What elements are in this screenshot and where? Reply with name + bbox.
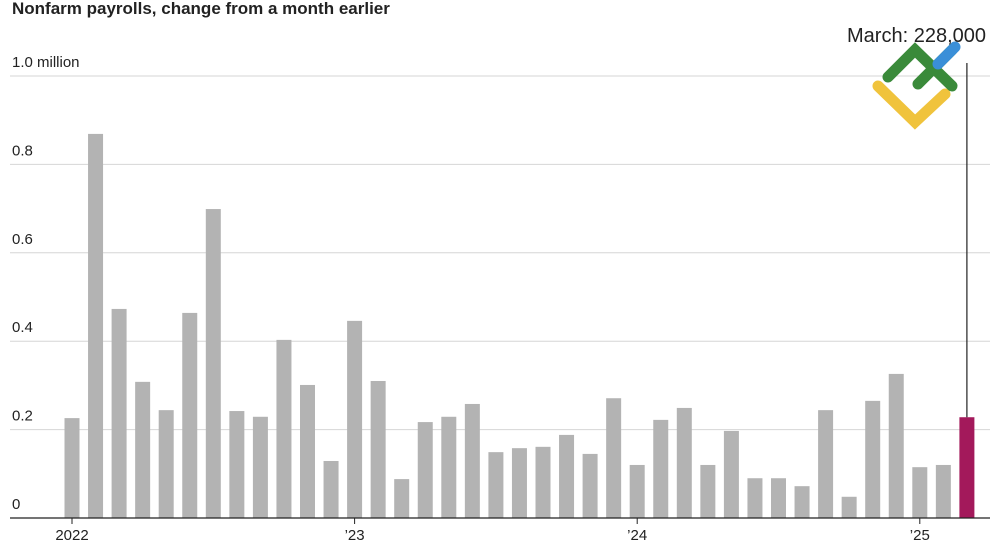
bar [488, 452, 504, 518]
bar [912, 467, 928, 518]
bar [606, 398, 622, 518]
bar [64, 418, 80, 518]
bar [135, 381, 151, 518]
bar [723, 430, 739, 518]
bar [323, 460, 339, 518]
bar [441, 416, 457, 518]
x-tick-label: ’23 [345, 527, 365, 544]
bar [370, 380, 386, 518]
x-tick-label: 2022 [55, 527, 88, 544]
annotation: March: 228,000 [847, 25, 986, 47]
chart-title: Nonfarm payrolls, change from a month ea… [12, 0, 390, 18]
bar [794, 486, 810, 518]
bar [88, 133, 104, 519]
bar [511, 448, 527, 518]
y-tick-label: 0 [12, 496, 20, 513]
logo-part [932, 41, 961, 70]
x-tick-label: ’25 [910, 527, 930, 544]
bar [300, 384, 315, 518]
bar [347, 320, 363, 518]
bar [229, 411, 245, 518]
bar [182, 312, 198, 518]
bar [417, 422, 433, 518]
bar [747, 478, 763, 518]
x-tick-label: ’24 [627, 527, 647, 544]
bar [582, 453, 598, 518]
bar [865, 400, 881, 518]
watermark-logo [872, 41, 961, 130]
y-tick-label: 1.0 million [12, 54, 80, 71]
logo-part [882, 42, 958, 92]
bar [841, 496, 857, 518]
bar [535, 446, 551, 518]
bar [653, 419, 669, 518]
bar [205, 209, 221, 519]
y-tick-label: 0.8 [12, 142, 33, 159]
bar [959, 417, 975, 518]
bar [629, 464, 645, 518]
y-tick-label: 0.6 [12, 231, 33, 248]
bar [276, 339, 292, 518]
bar [771, 478, 786, 518]
logo-part [872, 80, 951, 130]
bar [888, 373, 904, 518]
bar [559, 434, 575, 518]
bar [935, 464, 951, 518]
bar [676, 407, 692, 518]
bar [700, 464, 716, 518]
bar [464, 403, 480, 518]
bar [158, 410, 174, 518]
y-tick-label: 0.4 [12, 319, 33, 336]
bar [252, 416, 268, 518]
bar [111, 308, 127, 518]
bar [394, 479, 410, 518]
y-tick-label: 0.2 [12, 408, 33, 425]
bar [818, 410, 834, 518]
